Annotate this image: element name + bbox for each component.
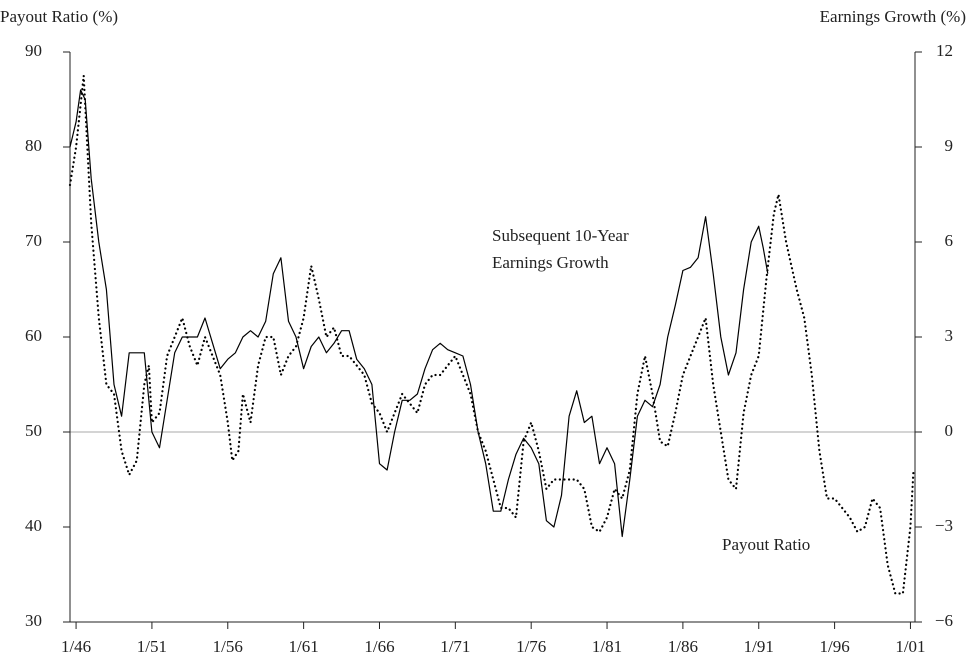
x-tick-label: 1/91 [744, 637, 774, 656]
y-tick-label: 30 [25, 611, 42, 630]
y2-tick-label: −6 [935, 611, 953, 630]
x-tick-label: 1/56 [213, 637, 243, 656]
x-tick-label: 1/61 [289, 637, 319, 656]
x-tick-label: 1/71 [440, 637, 470, 656]
x-tick-label: 1/01 [895, 637, 925, 656]
series-line [68, 75, 915, 595]
y-tick-label: 40 [25, 516, 42, 535]
annotation: Payout Ratio [722, 535, 810, 554]
y2-tick-label: −3 [935, 516, 953, 535]
x-tick-label: 1/66 [364, 637, 394, 656]
x-tick-label: 1/76 [516, 637, 546, 656]
y-tick-label: 80 [25, 136, 42, 155]
x-tick-label: 1/51 [137, 637, 167, 656]
x-tick-label: 1/81 [592, 637, 622, 656]
y-tick-label: 70 [25, 231, 42, 250]
x-tick-label: 1/96 [819, 637, 849, 656]
y2-tick-label: 9 [945, 136, 954, 155]
annotation: Earnings Growth [492, 253, 609, 272]
x-tick-label: 1/46 [61, 637, 91, 656]
y-tick-label: 50 [25, 421, 42, 440]
y2-tick-label: 6 [945, 231, 954, 250]
y-axis-title: Payout Ratio (%) [0, 7, 118, 26]
y2-tick-label: 12 [936, 41, 953, 60]
series-line [69, 89, 769, 538]
y-tick-label: 90 [25, 41, 42, 60]
y2-axis-title: Earnings Growth (%) [820, 7, 966, 26]
y2-tick-label: 3 [945, 326, 954, 345]
x-tick-label: 1/86 [668, 637, 698, 656]
annotation: Subsequent 10-Year [492, 226, 629, 245]
y2-tick-label: 0 [945, 421, 954, 440]
y-tick-label: 60 [25, 326, 42, 345]
